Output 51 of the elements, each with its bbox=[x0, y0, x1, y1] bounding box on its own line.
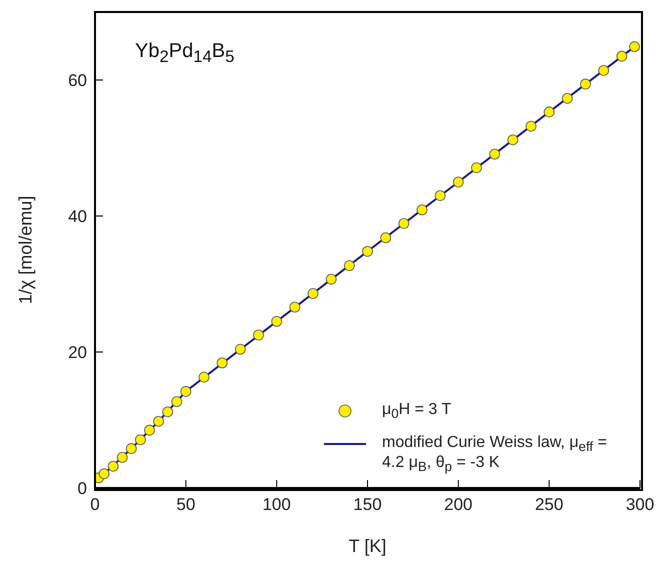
x-tick-label: 300 bbox=[626, 495, 654, 514]
point bbox=[234, 344, 246, 355]
text: modified Curie Weiss law, μ$_{eff}$ = 4.2 μ$_{B}$, θ$_{p}$ = -3 K bbox=[382, 434, 607, 474]
point bbox=[289, 302, 300, 313]
point bbox=[489, 148, 500, 160]
point bbox=[180, 386, 192, 397]
point bbox=[416, 204, 428, 216]
x-tick-label: 250 bbox=[534, 495, 564, 514]
point bbox=[580, 78, 591, 90]
point bbox=[126, 443, 137, 454]
point bbox=[98, 468, 110, 480]
point bbox=[629, 41, 640, 52]
y-tick-label: 40 bbox=[68, 207, 87, 226]
point bbox=[308, 288, 318, 299]
point bbox=[544, 106, 555, 118]
y-axis-title: 1/χ [mol/emu] bbox=[15, 196, 36, 304]
point bbox=[171, 396, 182, 408]
point bbox=[616, 50, 628, 62]
point bbox=[434, 190, 446, 201]
y-tick-label: 20 bbox=[68, 343, 87, 362]
x-tick-label: 200 bbox=[444, 495, 473, 514]
legend-label: μ$_{0}$H = 3 T bbox=[382, 401, 452, 422]
point bbox=[562, 92, 573, 104]
point bbox=[253, 330, 264, 340]
point bbox=[162, 406, 174, 418]
x-axis-title: T [K] bbox=[348, 536, 386, 556]
point bbox=[198, 372, 210, 383]
x-tick-label: 100 bbox=[262, 495, 291, 514]
point bbox=[144, 424, 155, 436]
point bbox=[598, 65, 610, 76]
point bbox=[108, 460, 119, 472]
point bbox=[271, 316, 282, 327]
point bbox=[326, 274, 337, 285]
annotation: Yb$_{2}$Pd$_{14}$B$_{5}$ bbox=[135, 40, 234, 67]
point bbox=[526, 120, 536, 132]
point bbox=[116, 452, 128, 463]
y-tick-label: 0 bbox=[78, 479, 87, 498]
y-tick-label: 60 bbox=[68, 71, 87, 90]
point bbox=[344, 260, 355, 272]
x-tick-label: 50 bbox=[176, 495, 196, 514]
x-tick-label: 0 bbox=[90, 495, 100, 514]
point bbox=[153, 416, 164, 427]
x-tick-label: 150 bbox=[353, 495, 382, 514]
point bbox=[135, 434, 146, 446]
point bbox=[452, 176, 464, 188]
point bbox=[380, 232, 392, 244]
point bbox=[398, 218, 410, 229]
point bbox=[362, 246, 373, 257]
point bbox=[471, 162, 482, 174]
point bbox=[507, 134, 518, 146]
point bbox=[216, 357, 228, 368]
